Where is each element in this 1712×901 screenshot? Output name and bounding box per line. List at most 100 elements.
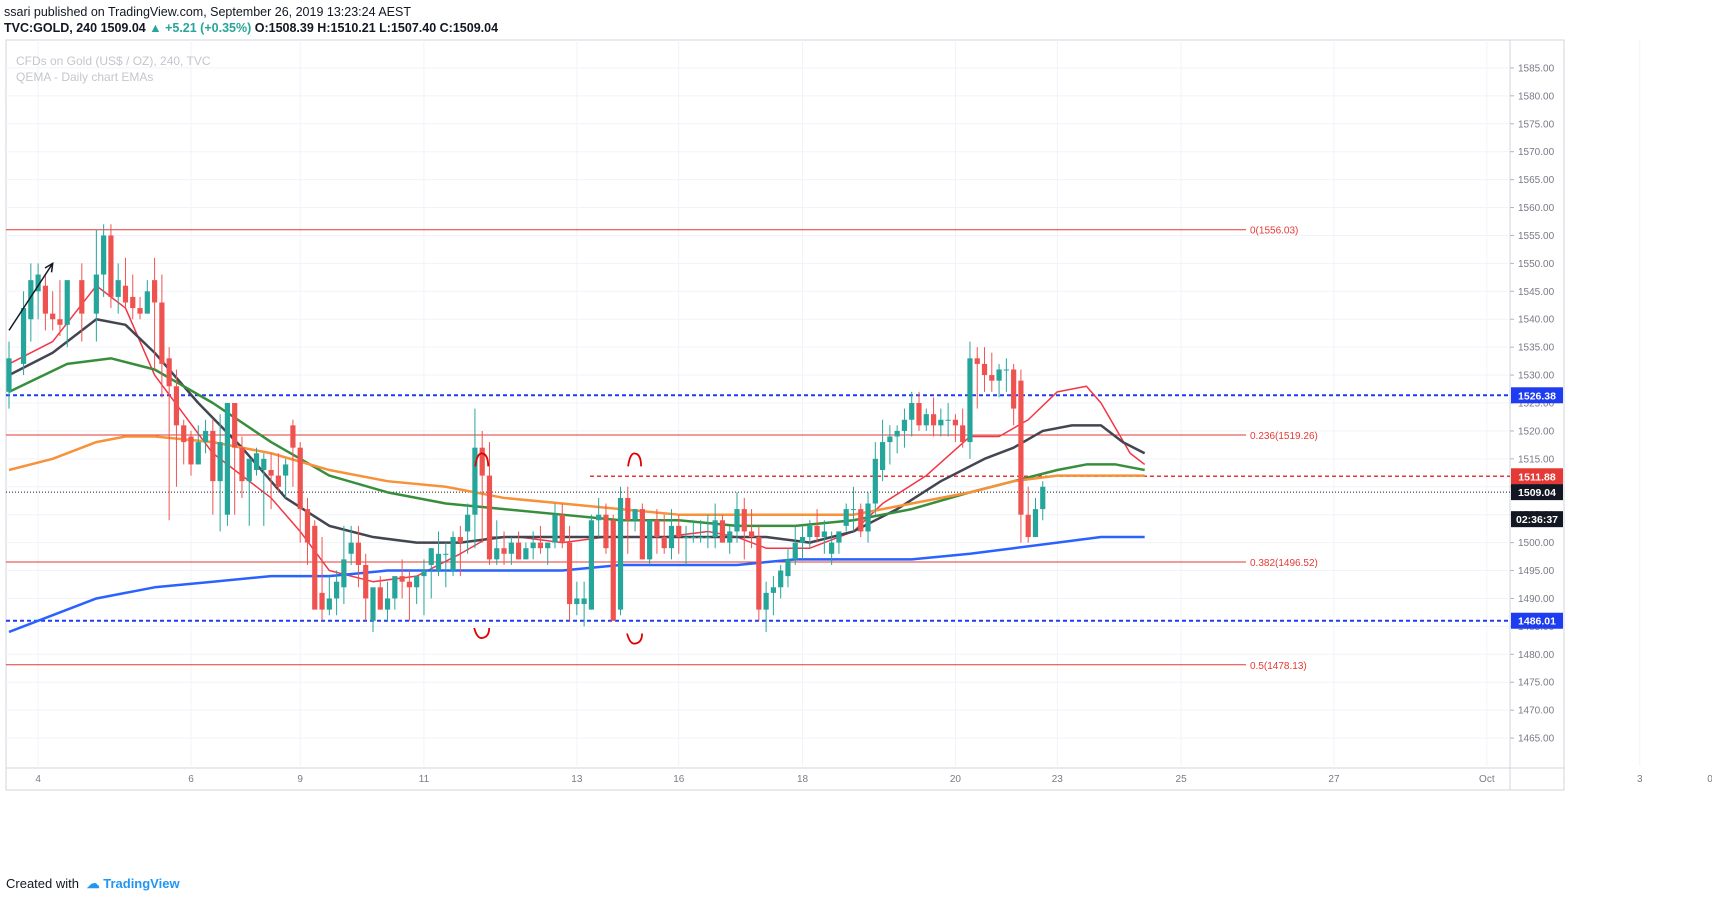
candle-body: [727, 531, 733, 543]
candle-body: [494, 548, 500, 560]
bottom-mark: [473, 627, 491, 639]
candle-body: [159, 302, 165, 364]
y-tick-label: 1490.00: [1518, 594, 1555, 605]
candle-body: [406, 581, 412, 588]
candle-body: [647, 520, 653, 560]
candle-body: [326, 598, 332, 610]
price-tag-label: 1509.04: [1518, 487, 1556, 499]
footer: Created with ☁ TradingView: [6, 876, 180, 892]
candle-body: [545, 542, 551, 549]
x-tick-label: 3: [1637, 774, 1643, 785]
candle-body: [181, 425, 187, 443]
price-tag-box: [1511, 612, 1563, 629]
candle-body: [312, 525, 318, 610]
candle-body: [705, 537, 711, 539]
candle-body: [101, 235, 107, 275]
y-tick-label: 1565.00: [1518, 175, 1555, 186]
tradingview-logo[interactable]: ☁ TradingView: [86, 876, 180, 891]
candle-body: [719, 520, 726, 543]
x-tick-label: Oct: [1479, 774, 1495, 785]
candle-body: [799, 537, 806, 543]
x-tick-label: 27: [1328, 774, 1340, 785]
candle-body: [297, 447, 303, 510]
y-tick-label: 1515.00: [1518, 454, 1555, 465]
candle-body: [588, 520, 594, 610]
candle-body: [122, 285, 129, 303]
candle-body: [843, 509, 849, 526]
x-tick-label: 25: [1176, 774, 1188, 785]
y-tick-label: 1520.00: [1518, 426, 1555, 437]
price-tag-label: 1511.88: [1518, 471, 1556, 483]
candle-body: [275, 475, 281, 487]
candle-body: [370, 587, 376, 621]
candle-body: [334, 581, 340, 599]
y-tick-label: 1570.00: [1518, 147, 1555, 158]
trend-arrow-line: [8, 262, 54, 331]
price-change: ▲ +5.21 (+0.35%): [149, 21, 252, 35]
candle-body: [530, 542, 536, 549]
price-tag-label: 02:36:37: [1516, 514, 1558, 526]
candle-body: [778, 570, 784, 588]
y-tick-label: 1550.00: [1518, 259, 1555, 270]
candle-body: [1040, 486, 1046, 510]
candle-body: [399, 576, 405, 582]
candle-body: [217, 442, 223, 482]
candle-body: [50, 313, 56, 320]
candle-body: [734, 509, 740, 532]
candle-body: [210, 430, 216, 482]
candle-body: [690, 537, 696, 539]
candle-body: [741, 509, 747, 532]
y-tick-label: 1540.00: [1518, 315, 1555, 326]
price-tag-box: [1511, 387, 1563, 404]
candle-body: [923, 414, 929, 426]
candle-body: [807, 525, 813, 538]
candle-body: [894, 430, 900, 437]
candle-body: [348, 542, 354, 554]
candle-body: [668, 525, 675, 549]
x-tick-label: 18: [797, 774, 809, 785]
candle-body: [1003, 369, 1009, 371]
candle-body: [202, 430, 209, 443]
candle-body: [880, 442, 886, 471]
candle-body: [872, 458, 878, 504]
created-with-label: Created with: [6, 876, 79, 891]
candle-body: [283, 464, 289, 476]
watermark-indicator: QEMA - Daily chart EMAs: [16, 70, 154, 84]
y-tick-label: 1580.00: [1518, 91, 1555, 102]
candle-body: [130, 296, 136, 309]
watermark-title: CFDs on Gold (US$ / OZ), 240, TVC: [16, 54, 211, 68]
candle-body: [756, 537, 762, 610]
candle-body: [290, 425, 296, 448]
candle-body: [239, 447, 245, 482]
candle-body: [268, 470, 274, 476]
candle-body: [566, 542, 573, 605]
last-price: 1509.04: [100, 21, 146, 35]
candle-body: [508, 542, 514, 554]
chart-header: ssari published on TradingView.com, Sept…: [4, 4, 498, 36]
open-label: O:: [254, 21, 269, 35]
candle-body: [93, 274, 99, 314]
price-tag-box: [1511, 511, 1563, 528]
candle-body: [421, 570, 427, 577]
price-tag-box: [1511, 484, 1563, 501]
candle-body: [392, 576, 398, 599]
candle-body: [996, 369, 1002, 381]
fib-level-label: 0(1556.03): [1250, 226, 1298, 237]
candle-body: [661, 537, 667, 549]
open-value: 1508.39: [268, 21, 314, 35]
candle-body: [829, 542, 835, 554]
candle-body: [683, 537, 689, 539]
candle-body: [654, 520, 660, 538]
candle-body: [42, 285, 48, 314]
candle-body: [195, 442, 201, 465]
candle-body: [479, 447, 485, 476]
tradingview-brand: TradingView: [103, 876, 180, 891]
candle-body: [246, 458, 252, 482]
candle-body: [748, 531, 755, 538]
close-label: C:: [439, 21, 453, 35]
trend-arrow-head: [44, 261, 54, 273]
candle-body: [792, 542, 798, 560]
publisher-line: ssari published on TradingView.com, Sept…: [4, 5, 411, 19]
candle-body: [596, 514, 602, 521]
